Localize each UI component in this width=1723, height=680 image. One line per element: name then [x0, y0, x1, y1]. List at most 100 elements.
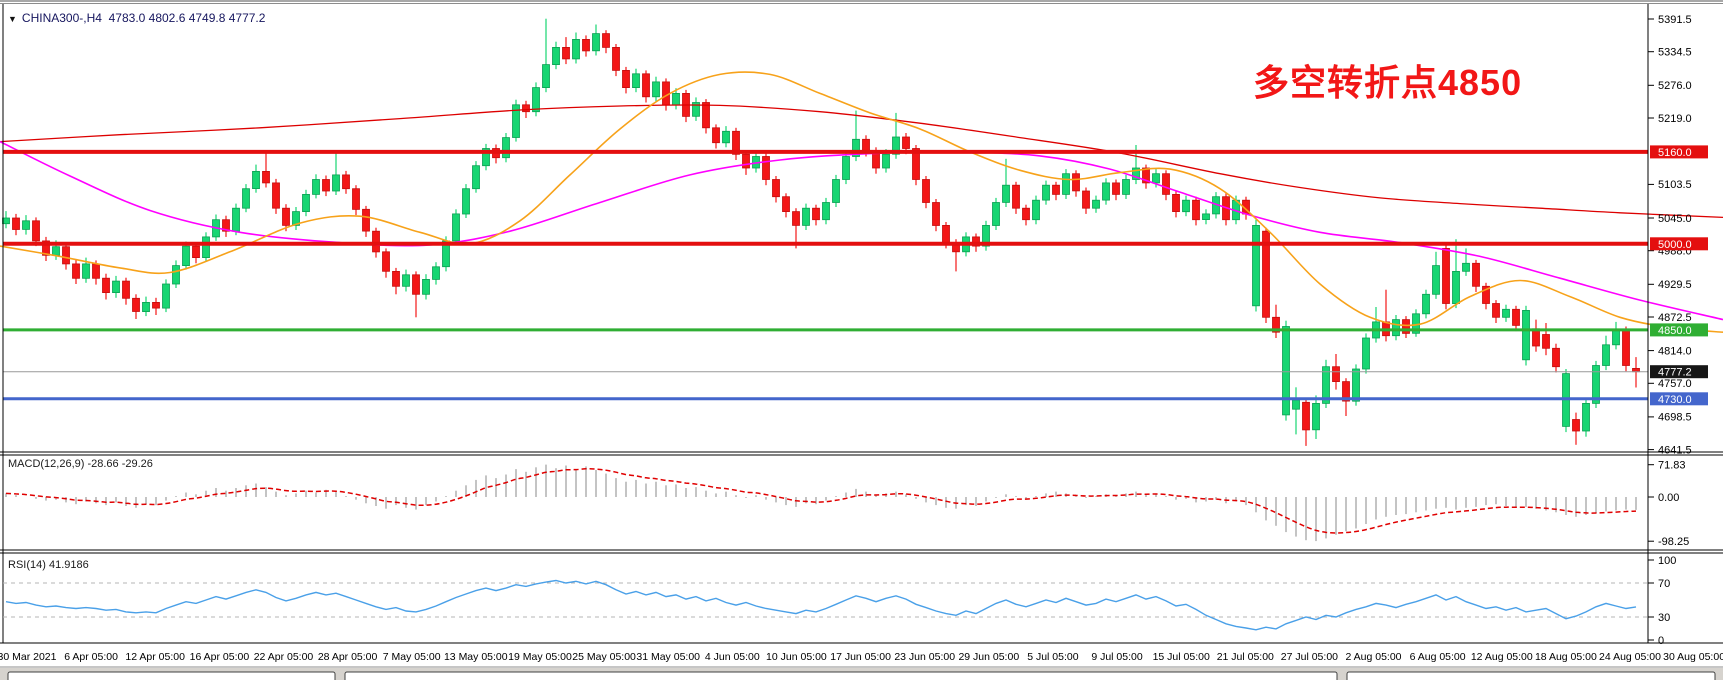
candle-body — [372, 230, 380, 253]
price-badge-label: 5000.0 — [1658, 239, 1692, 251]
candle-body — [1082, 190, 1090, 209]
candle-body — [1332, 366, 1340, 383]
x-axis-date-label: 30 Aug 05:00 — [1663, 651, 1723, 663]
candle-body — [1102, 182, 1110, 201]
candle-body — [162, 283, 170, 309]
candle-body — [1442, 247, 1450, 304]
candle-body — [12, 217, 20, 230]
price-tick-label: 5276.0 — [1658, 80, 1692, 92]
candle-body — [432, 266, 440, 280]
x-axis-date-label: 12 Aug 05:00 — [1471, 651, 1533, 663]
candle-body — [822, 202, 830, 221]
candle-body — [1622, 329, 1630, 366]
x-axis-date-label: 17 Jun 05:00 — [830, 651, 891, 663]
candle-body — [392, 270, 400, 287]
candle-body — [1012, 184, 1020, 209]
x-axis-date-label: 6 Aug 05:00 — [1410, 651, 1466, 663]
x-axis-date-label: 29 Jun 05:00 — [958, 651, 1019, 663]
price-tick-label: 4641.5 — [1658, 444, 1692, 456]
x-axis-date-label: 16 Apr 05:00 — [190, 651, 250, 663]
candle-body — [1452, 270, 1460, 304]
candle-body — [1292, 399, 1300, 410]
x-axis-date-label: 9 Jul 05:00 — [1091, 651, 1143, 663]
candle-body — [572, 39, 580, 60]
candle-body — [122, 280, 130, 299]
candle-body — [1542, 334, 1550, 349]
candle-body — [1592, 365, 1600, 404]
candle-body — [1062, 173, 1070, 195]
candle-body — [452, 213, 460, 242]
candle-body — [1322, 366, 1330, 404]
candle-body — [422, 278, 430, 295]
candle-body — [882, 153, 890, 169]
candle-body — [1302, 401, 1310, 431]
candle-body — [812, 207, 820, 221]
price-badge-label: 5160.0 — [1658, 147, 1692, 159]
ma-slow-red — [0, 104, 1723, 219]
candle-body — [1502, 308, 1510, 318]
candle-body — [402, 274, 410, 287]
candle-body — [1162, 173, 1170, 195]
macd-signal-line — [5, 468, 1637, 534]
window-top-edge — [0, 0, 1723, 2]
candle-body — [252, 170, 260, 189]
macd-tick-label: -98.25 — [1658, 536, 1689, 548]
macd-tick-label: 71.83 — [1658, 460, 1686, 472]
chart-tab[interactable] — [344, 671, 1338, 680]
price-tick-label: 4929.5 — [1658, 279, 1692, 291]
candle-body — [782, 196, 790, 212]
candle-body — [1492, 303, 1500, 318]
candle-body — [482, 148, 490, 167]
candle-body — [622, 70, 630, 89]
candle-body — [202, 236, 210, 258]
candle-body — [1152, 173, 1160, 184]
ma-fast-orange — [0, 71, 1723, 333]
collapse-arrow-icon[interactable]: ▼ — [8, 14, 17, 24]
candle-body — [1002, 184, 1010, 203]
candle-body — [292, 211, 300, 226]
candle-body — [472, 165, 480, 190]
candle-body — [702, 102, 710, 129]
candle-body — [1462, 262, 1470, 272]
candle-body — [1282, 326, 1290, 416]
candle-body — [132, 297, 140, 312]
candle-body — [902, 136, 910, 149]
candle-body — [542, 64, 550, 88]
candle-body — [1392, 319, 1400, 337]
candle-body — [182, 245, 190, 267]
candle-body — [502, 137, 510, 159]
candle-body — [1172, 193, 1180, 212]
candle-body — [1602, 344, 1610, 366]
rsi-tick-label: 0 — [1658, 635, 1664, 647]
candle-body — [982, 224, 990, 247]
chart-tab[interactable] — [7, 671, 336, 680]
candle-body — [942, 224, 950, 243]
x-axis-date-label: 7 May 05:00 — [383, 651, 441, 663]
candle-body — [562, 47, 570, 60]
candle-body — [862, 138, 870, 152]
window-top-edge-line — [0, 3, 1723, 4]
candle-body — [932, 202, 940, 226]
rsi-tick-label: 30 — [1658, 612, 1670, 624]
candle-body — [632, 73, 640, 89]
x-axis-date-label: 18 Aug 05:00 — [1535, 651, 1597, 663]
candle-body — [762, 156, 770, 180]
macd-tick-label: 0.00 — [1658, 492, 1679, 504]
candle-body — [1612, 329, 1620, 346]
candle-body — [642, 73, 650, 98]
candle-body — [1472, 262, 1480, 287]
candle-body — [1092, 199, 1100, 209]
candle-body — [272, 182, 280, 209]
chart-tab[interactable] — [1346, 671, 1716, 680]
candle-body — [1182, 199, 1190, 213]
candle-body — [1052, 184, 1060, 195]
candle-body — [1432, 265, 1440, 295]
x-axis-date-label: 23 Jun 05:00 — [894, 651, 955, 663]
price-tick-label: 4872.5 — [1658, 312, 1692, 324]
candle-body — [222, 219, 230, 232]
candle-body — [852, 138, 860, 157]
candle-body — [922, 179, 930, 203]
x-axis-date-label: 21 Jul 05:00 — [1217, 651, 1274, 663]
